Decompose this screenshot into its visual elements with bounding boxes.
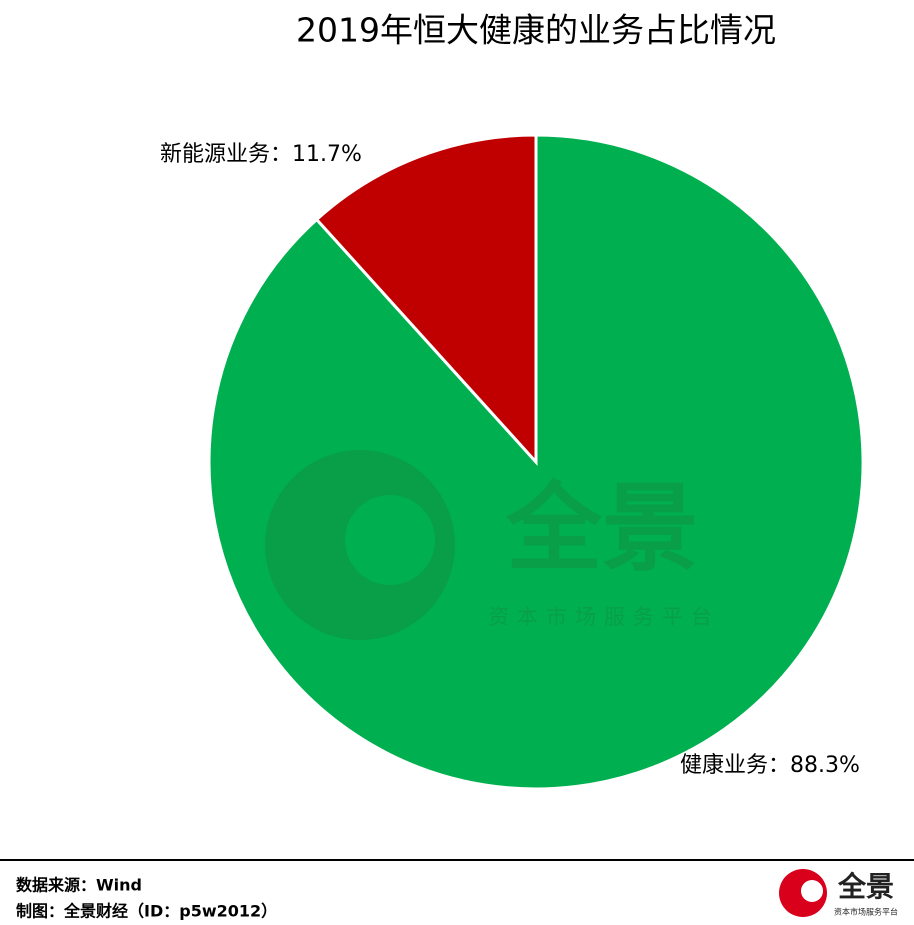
footer-source: 数据来源：Wind (16, 876, 142, 895)
slice-value-label: ：88.3% (768, 753, 860, 778)
watermark-brand: 全景 (505, 472, 698, 584)
footer-logo-brand: 全景 (837, 870, 894, 903)
pie-slice (207, 133, 865, 791)
slice-label: 健康业务：88.3% (680, 753, 860, 778)
watermark-logo-hole (345, 495, 435, 585)
slice-label: 新能源业务：11.7% (160, 142, 362, 167)
watermark-slogan: 资本市场服务平台 (488, 605, 720, 629)
pie (207, 133, 865, 791)
footer-logo-slogan: 资本市场服务平台 (834, 907, 898, 917)
watermark: 全景 资本市场服务平台 (265, 450, 720, 640)
slice-category: 健康业务 (680, 753, 768, 778)
pie-slice (314, 133, 538, 466)
slice-value-label: ：11.7% (270, 142, 362, 167)
footer-logo-hole (801, 880, 823, 902)
slice-category: 新能源业务 (160, 142, 270, 167)
watermark-logo (265, 450, 455, 640)
footer-credit: 制图：全景财经（ID：p5w2012） (16, 902, 277, 921)
chart-title: 2019年恒大健康的业务占比情况 (296, 11, 776, 50)
